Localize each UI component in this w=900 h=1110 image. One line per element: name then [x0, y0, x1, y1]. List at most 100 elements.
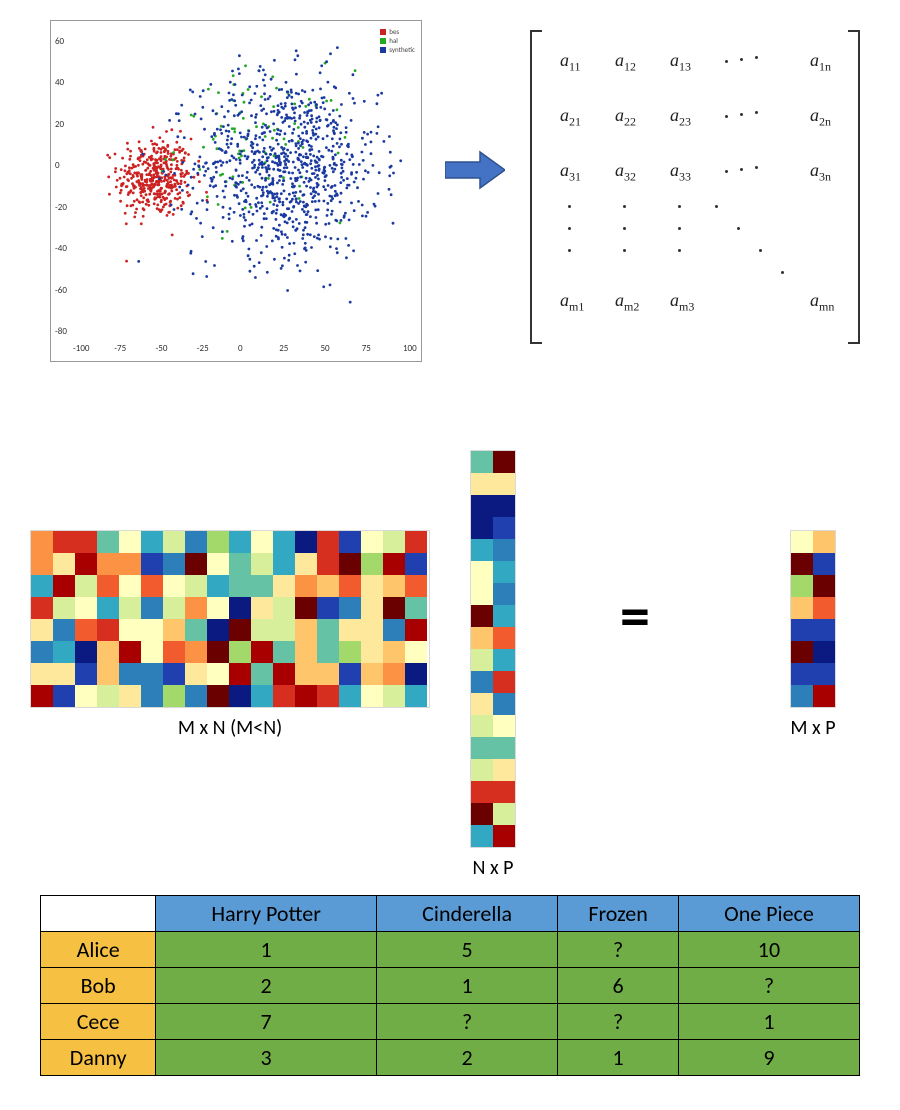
- heat-cell: [251, 531, 273, 553]
- matrix-entry: a2n: [810, 105, 831, 130]
- x-tick: 25: [279, 343, 288, 354]
- table-cell: ?: [558, 932, 679, 968]
- heat-cell: [31, 575, 53, 597]
- heat-cell: [163, 531, 185, 553]
- x-tick: 50: [321, 343, 330, 354]
- heat-cell: [119, 531, 141, 553]
- heat-cell: [317, 685, 339, 707]
- legend-swatch: [380, 29, 386, 35]
- table-cell: 7: [156, 1004, 377, 1040]
- matrix-entry: amn: [810, 290, 834, 315]
- heat-cell: [295, 619, 317, 641]
- heat-cell: [383, 575, 405, 597]
- heat-cell: [141, 531, 163, 553]
- heat-cell: [471, 803, 493, 825]
- table-cell: 1: [376, 968, 557, 1004]
- heat-cell: [31, 685, 53, 707]
- heat-cell: [791, 597, 813, 619]
- heat-cell: [493, 737, 515, 759]
- heat-cell: [493, 517, 515, 539]
- heat-cell: [97, 685, 119, 707]
- heat-cell: [405, 685, 427, 707]
- heat-cell: [493, 803, 515, 825]
- heat-cell: [31, 663, 53, 685]
- heat-cell: [273, 531, 295, 553]
- heat-cell: [471, 649, 493, 671]
- ellipsis-dot: [781, 271, 784, 274]
- heat-cell: [361, 531, 383, 553]
- heat-cell: [75, 641, 97, 663]
- heat-cell: [251, 619, 273, 641]
- scatter-points: [81, 41, 411, 331]
- heat-cell: [471, 671, 493, 693]
- heat-cell: [97, 619, 119, 641]
- heat-cell: [471, 451, 493, 473]
- table-cell: 1: [156, 932, 377, 968]
- heat-cell: [273, 597, 295, 619]
- ellipsis-dot: [740, 58, 743, 61]
- heat-cell: [339, 553, 361, 575]
- heat-cell: [339, 575, 361, 597]
- ellipsis-dot: [725, 115, 728, 118]
- ellipsis-dot: [623, 249, 626, 252]
- ellipsis-dot: [740, 168, 743, 171]
- ellipsis-dot: [568, 227, 571, 230]
- heat-cell: [295, 597, 317, 619]
- arrow-icon: [445, 150, 505, 190]
- heat-cell: [185, 597, 207, 619]
- heat-cell: [471, 715, 493, 737]
- row-header: Cece: [41, 1004, 156, 1040]
- heat-cell: [53, 597, 75, 619]
- heat-cell: [185, 663, 207, 685]
- matrix-entry: am1: [560, 290, 584, 315]
- heat-cell: [141, 641, 163, 663]
- heat-cell: [405, 597, 427, 619]
- legend-label: bes: [389, 27, 399, 36]
- heat-cell: [229, 597, 251, 619]
- heat-cell: [361, 663, 383, 685]
- heat-cell: [813, 531, 835, 553]
- heat-cell: [317, 619, 339, 641]
- heat-cell: [383, 553, 405, 575]
- heat-cell: [383, 663, 405, 685]
- heat-cell: [361, 553, 383, 575]
- heat-cell: [97, 531, 119, 553]
- heat-cell: [75, 685, 97, 707]
- heat-cell: [119, 597, 141, 619]
- row-header: Alice: [41, 932, 156, 968]
- scatter-plot: beshalsynthetic -100-75-50-250255075100 …: [50, 20, 422, 362]
- table-row: Alice15?10: [41, 932, 860, 968]
- heat-cell: [75, 531, 97, 553]
- heat-cell: [471, 539, 493, 561]
- heat-cell: [471, 605, 493, 627]
- heat-cell: [791, 685, 813, 707]
- heat-cell: [119, 663, 141, 685]
- ellipsis-dot: [740, 113, 743, 116]
- heat-cell: [813, 553, 835, 575]
- heat-cell: [185, 531, 207, 553]
- heat-cell: [207, 619, 229, 641]
- heat-cell: [493, 649, 515, 671]
- heat-cell: [813, 663, 835, 685]
- heat-cell: [791, 641, 813, 663]
- ellipsis-dot: [725, 170, 728, 173]
- heat-cell: [405, 619, 427, 641]
- x-tick: -25: [197, 343, 209, 354]
- heat-cell: [493, 759, 515, 781]
- heat-cell: [493, 627, 515, 649]
- heat-cell: [119, 641, 141, 663]
- matrix-entry: a13: [670, 50, 691, 75]
- heat-cell: [791, 575, 813, 597]
- heat-cell: [141, 663, 163, 685]
- heat-cell: [493, 473, 515, 495]
- table-row: Bob216?: [41, 968, 860, 1004]
- heat-cell: [273, 641, 295, 663]
- ellipsis-dot: [623, 227, 626, 230]
- heat-cell: [317, 575, 339, 597]
- heat-cell: [273, 575, 295, 597]
- heat-cell: [317, 597, 339, 619]
- column-header: One Piece: [678, 896, 859, 932]
- column-header: Harry Potter: [156, 896, 377, 932]
- matrix-entry: a1n: [810, 50, 831, 75]
- heat-cell: [207, 575, 229, 597]
